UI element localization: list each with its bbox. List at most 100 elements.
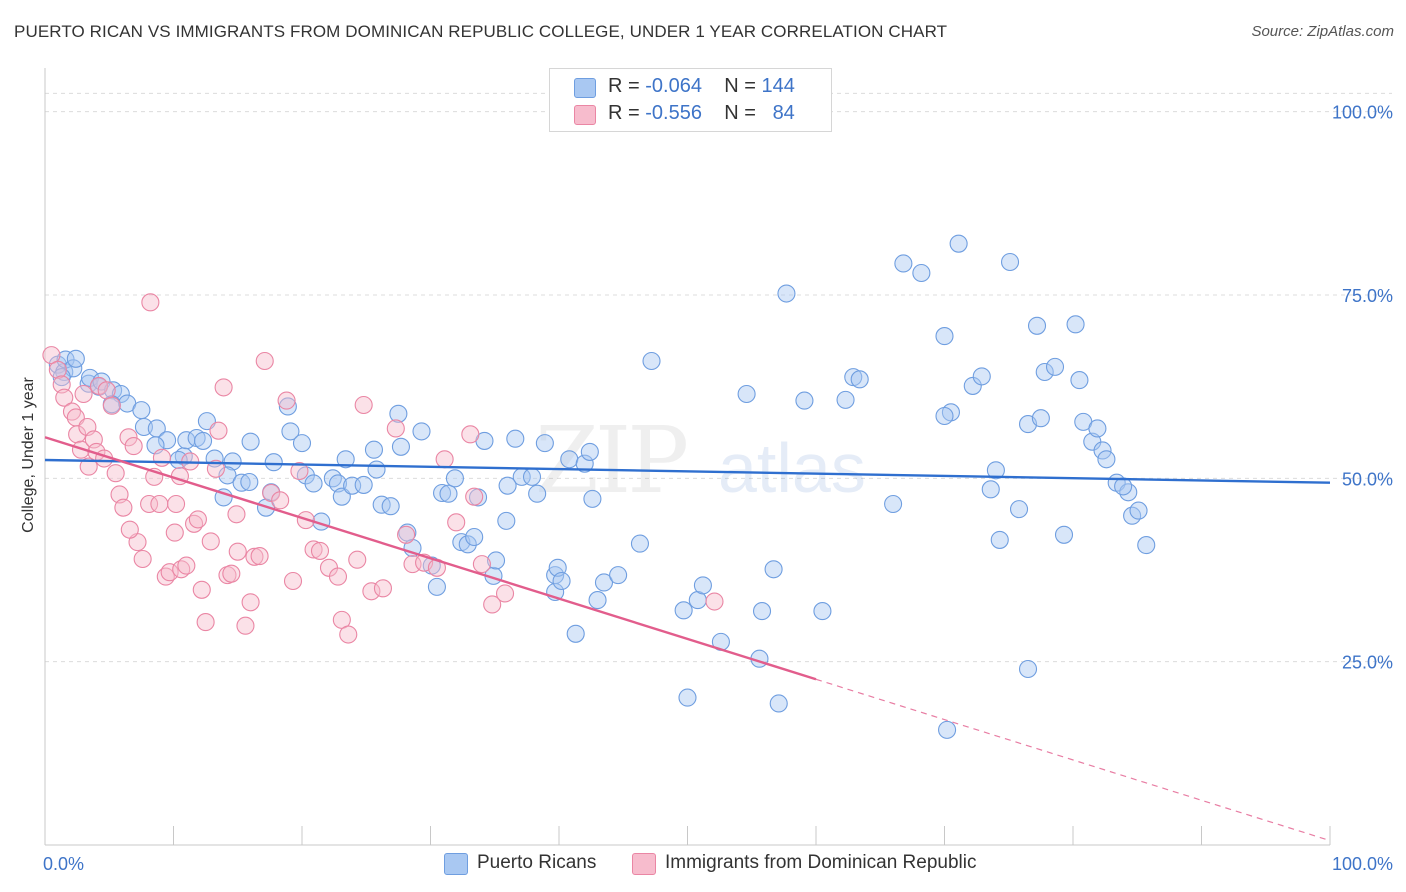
point-dominican xyxy=(373,579,393,598)
point-puerto-rican xyxy=(678,688,697,707)
point-dominican xyxy=(167,494,186,514)
y-tick-label: 50.0% xyxy=(1342,469,1393,489)
source-label: Source: ZipAtlas.com xyxy=(1251,23,1394,40)
point-puerto-rican xyxy=(336,450,355,469)
tick-labels: 25.0% 50.0% 75.0% 100.0% 0.0% 100.0% xyxy=(43,103,1393,874)
point-puerto-rican xyxy=(304,474,323,493)
chart-title: PUERTO RICAN VS IMMIGRANTS FROM DOMINICA… xyxy=(14,22,948,41)
point-puerto-rican xyxy=(609,566,628,585)
point-puerto-rican xyxy=(381,497,400,516)
point-dominican xyxy=(201,532,220,551)
point-puerto-rican xyxy=(1054,525,1074,544)
point-dominican xyxy=(177,556,196,575)
point-puerto-rican xyxy=(1137,536,1156,555)
point-puerto-rican xyxy=(972,367,991,386)
point-dominican xyxy=(435,450,454,469)
data-points xyxy=(42,234,1156,739)
point-puerto-rican xyxy=(575,454,594,473)
axes xyxy=(44,68,1331,846)
point-puerto-rican xyxy=(813,602,832,621)
point-dominican xyxy=(152,448,171,467)
point-puerto-rican xyxy=(1070,371,1089,390)
point-dominican xyxy=(250,547,269,566)
point-puerto-rican xyxy=(1066,315,1085,334)
point-puerto-rican xyxy=(580,442,599,461)
point-dominican xyxy=(196,613,215,632)
point-puerto-rican xyxy=(372,495,391,514)
point-dominican xyxy=(245,547,264,566)
point-dominican xyxy=(290,461,309,481)
point-dominican xyxy=(328,567,348,586)
legend-swatch-pink xyxy=(574,105,596,125)
point-puerto-rican xyxy=(693,576,712,595)
point-puerto-rican xyxy=(949,234,968,253)
point-puerto-rican xyxy=(777,284,796,303)
point-puerto-rican xyxy=(836,390,855,409)
r-label: R = xyxy=(608,75,640,97)
point-puerto-rican xyxy=(583,489,602,508)
point-puerto-rican xyxy=(894,254,913,273)
point-dominican xyxy=(227,505,246,524)
point-puerto-rican xyxy=(752,602,772,621)
point-dominican xyxy=(48,360,67,379)
x-tick-label-min: 0.0% xyxy=(43,854,84,874)
point-puerto-rican xyxy=(737,384,756,404)
point-dominican xyxy=(362,582,381,601)
point-dominican xyxy=(271,491,290,510)
point-dominican xyxy=(222,564,241,583)
point-puerto-rican xyxy=(566,624,585,643)
point-puerto-rican xyxy=(630,534,650,553)
point-dominican xyxy=(461,425,480,444)
point-dominican xyxy=(472,555,491,574)
point-puerto-rican xyxy=(498,476,517,495)
point-puerto-rican xyxy=(278,397,297,416)
n-value-puerto-rican: 144 xyxy=(761,75,795,97)
point-dominican xyxy=(348,550,367,569)
point-dominican xyxy=(165,523,184,542)
y-tick-label: 25.0% xyxy=(1342,653,1393,673)
point-puerto-rican xyxy=(332,487,351,506)
point-puerto-rican xyxy=(560,450,579,469)
point-dominican xyxy=(255,351,274,371)
r-label: R = xyxy=(608,102,640,124)
point-puerto-rican xyxy=(506,429,525,448)
point-dominican xyxy=(483,595,502,614)
point-dominican xyxy=(140,494,159,514)
point-dominican xyxy=(277,391,296,410)
legend-row-dominican: R = -0.556 N = 84 xyxy=(574,102,795,128)
point-puerto-rican xyxy=(445,469,464,488)
point-dominican xyxy=(55,388,74,407)
bottom-legend-label: Immigrants from Dominican Republic xyxy=(665,852,977,873)
bottom-legend-swatch-blue xyxy=(444,853,468,875)
point-puerto-rican xyxy=(292,434,312,453)
point-dominican xyxy=(160,563,179,582)
point-dominican xyxy=(188,510,207,529)
point-puerto-rican xyxy=(594,573,614,592)
point-puerto-rican xyxy=(1000,252,1020,272)
legend-row-puerto-rican: R = -0.064 N = 144 xyxy=(574,75,795,101)
point-puerto-rican xyxy=(1093,441,1112,460)
point-puerto-rican xyxy=(412,422,431,441)
point-puerto-rican xyxy=(389,404,408,423)
correlation-legend: R = -0.064 N = 144 R = -0.556 N = 84 xyxy=(549,68,832,132)
point-puerto-rican xyxy=(241,432,260,451)
point-dominican xyxy=(97,381,116,400)
point-dominican xyxy=(120,520,139,539)
point-dominican xyxy=(465,487,484,506)
point-dominican xyxy=(74,384,93,404)
point-puerto-rican xyxy=(1035,362,1054,382)
n-label: N = xyxy=(724,75,756,97)
point-dominican xyxy=(133,549,152,569)
y-tick-label: 100.0% xyxy=(1332,103,1393,123)
point-dominican xyxy=(354,395,373,415)
bottom-legend-swatch-pink xyxy=(632,853,656,875)
point-puerto-rican xyxy=(367,460,386,479)
point-puerto-rican xyxy=(486,551,506,570)
point-puerto-rican xyxy=(497,511,516,530)
point-puerto-rican xyxy=(354,475,373,494)
point-puerto-rican xyxy=(935,327,954,346)
point-dominican xyxy=(119,428,138,447)
point-puerto-rican xyxy=(281,422,300,441)
point-dominican xyxy=(310,541,330,560)
point-puerto-rican xyxy=(1088,419,1107,438)
